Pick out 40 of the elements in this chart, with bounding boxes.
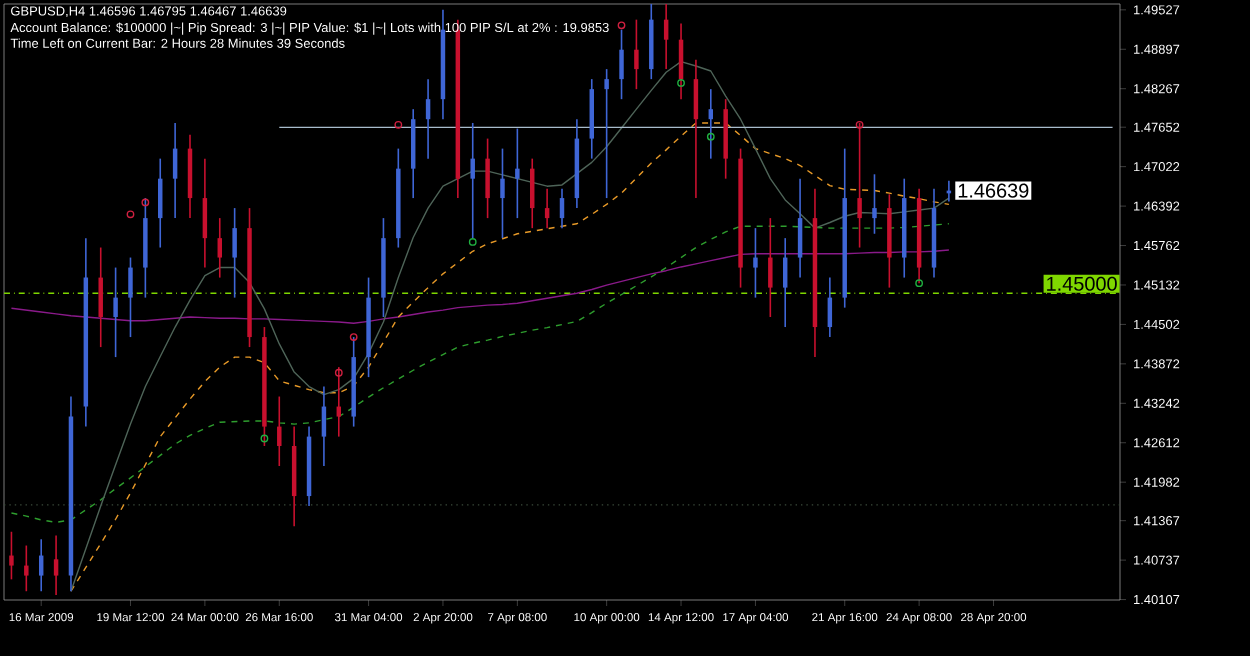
point bbox=[141, 198, 150, 207]
candlestick bbox=[53, 534, 59, 596]
candlestick bbox=[797, 177, 803, 279]
candlestick bbox=[98, 246, 103, 348]
candlestick bbox=[425, 78, 431, 160]
candlestick bbox=[500, 147, 505, 239]
candlestick bbox=[321, 385, 327, 467]
point bbox=[677, 78, 685, 87]
candlestick bbox=[604, 68, 609, 199]
point bbox=[349, 333, 358, 341]
candlestick bbox=[232, 207, 237, 299]
candlestick bbox=[24, 544, 29, 593]
point bbox=[394, 120, 403, 129]
candlestick bbox=[768, 217, 773, 318]
candlestick bbox=[872, 173, 877, 235]
candlestick bbox=[113, 266, 118, 358]
candlestick bbox=[172, 122, 178, 219]
annotation: 1.46639 bbox=[958, 183, 1029, 198]
point bbox=[617, 21, 626, 30]
candlestick bbox=[38, 538, 44, 593]
point bbox=[260, 434, 269, 443]
candlestick bbox=[753, 227, 758, 299]
ref-line-label: 1.45000 bbox=[1047, 276, 1117, 291]
candlestick bbox=[217, 217, 222, 279]
point bbox=[855, 120, 864, 129]
candlestick bbox=[128, 256, 133, 338]
point bbox=[334, 368, 343, 377]
candlestick bbox=[9, 530, 14, 581]
candlestick bbox=[663, 4, 669, 70]
point bbox=[706, 132, 715, 141]
candlestick bbox=[470, 122, 475, 239]
candlestick bbox=[515, 127, 520, 219]
candlestick bbox=[857, 122, 862, 249]
point bbox=[468, 238, 477, 246]
point bbox=[915, 279, 924, 288]
point bbox=[126, 210, 135, 219]
candlestick bbox=[634, 18, 639, 90]
candlestick bbox=[277, 395, 282, 467]
candlestick bbox=[485, 137, 490, 219]
candlestick bbox=[782, 237, 788, 328]
